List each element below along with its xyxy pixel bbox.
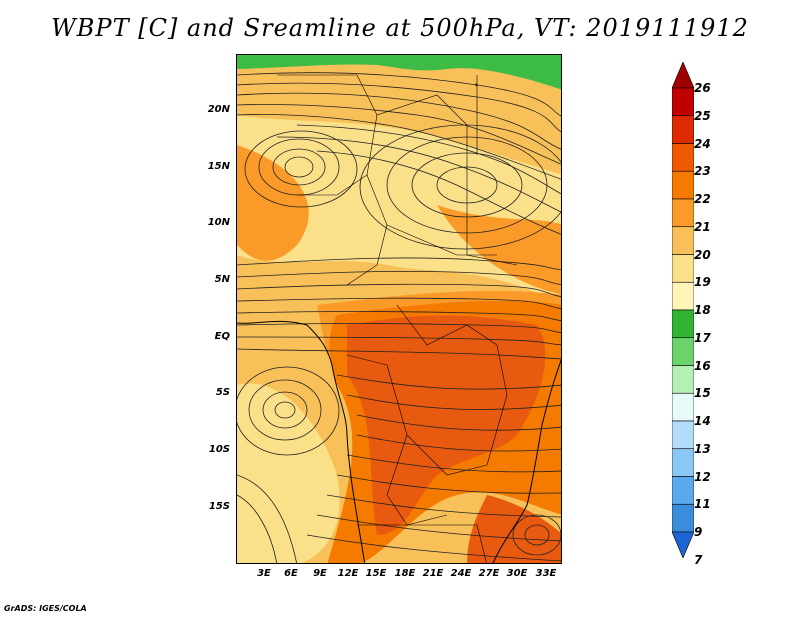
colorbar-label: 23 xyxy=(694,164,711,179)
colorbar-label: 11 xyxy=(694,497,711,512)
colorbar-label: 22 xyxy=(694,192,711,206)
lat-label-5s: 5S xyxy=(215,387,230,398)
colorbar-segment xyxy=(672,254,694,283)
colorbar-label: 24 xyxy=(694,136,711,151)
lat-label-10s: 10S xyxy=(208,444,230,455)
colorbar-label: 26 xyxy=(694,81,711,95)
colorbar xyxy=(672,62,694,558)
colorbar-label: 19 xyxy=(694,275,711,290)
colorbar-label: 15 xyxy=(694,386,711,401)
lat-label-eq: EQ xyxy=(214,331,230,342)
lon-label-3e: 3E xyxy=(257,568,271,579)
colorbar-segment xyxy=(672,448,694,477)
colorbar-label: 14 xyxy=(694,414,711,428)
lon-label-6e: 6E xyxy=(284,568,298,579)
map-title: WBPT [C] and Sreamline at 500hPa, VT: 20… xyxy=(51,14,749,42)
colorbar-label: 25 xyxy=(694,108,711,123)
wbpt-fill-21-east xyxy=(437,205,561,295)
lon-label-27e: 27E xyxy=(478,568,500,579)
wbpt-map-panel xyxy=(236,54,562,564)
colorbar-segment xyxy=(672,392,694,422)
country-borders xyxy=(277,74,518,563)
colorbar-segment xyxy=(672,226,694,255)
colorbar-label: 7 xyxy=(694,552,703,567)
wbpt-fill-19-north xyxy=(237,115,561,305)
colorbar-tip-bottom xyxy=(672,531,694,558)
lon-label-18e: 18E xyxy=(394,568,416,579)
lat-label-20n: 20N xyxy=(207,104,230,115)
colorbar-label: 18 xyxy=(694,303,711,317)
wbpt-fill-21-west xyxy=(237,145,309,261)
colorbar-segment xyxy=(672,337,694,366)
colorbar-label: 20 xyxy=(694,247,711,262)
lat-label-15s: 15S xyxy=(208,501,230,512)
colorbar-segment xyxy=(672,503,694,533)
colorbar-label: 12 xyxy=(694,469,711,484)
colorbar-segment xyxy=(672,115,694,144)
wbpt-fill-17 xyxy=(237,55,561,90)
colorbar-label: 21 xyxy=(694,219,711,234)
lat-label-5n: 5N xyxy=(214,274,230,285)
lat-label-15n: 15N xyxy=(207,161,230,172)
lon-label-30e: 30E xyxy=(506,568,528,579)
lon-label-21e: 21E xyxy=(422,568,444,579)
colorbar-segment xyxy=(672,365,694,394)
colorbar-segment xyxy=(672,309,694,339)
lon-label-15e: 15E xyxy=(365,568,387,579)
colorbar-segment xyxy=(672,87,694,117)
colorbar-label: 9 xyxy=(694,525,703,539)
lon-label-33e: 33E xyxy=(535,568,557,579)
colorbar-segment xyxy=(672,143,694,172)
colorbar-segment xyxy=(672,198,694,228)
colorbar-label: 13 xyxy=(694,441,711,456)
colorbar-segment xyxy=(672,420,694,450)
wbpt-fill-23 xyxy=(347,315,546,535)
lon-label-12e: 12E xyxy=(337,568,359,579)
lon-label-9e: 9E xyxy=(313,568,327,579)
colorbar-label: 17 xyxy=(694,330,711,345)
colorbar-label: 16 xyxy=(694,358,711,373)
colorbar-segment xyxy=(672,281,694,311)
lat-label-10n: 10N xyxy=(207,217,230,228)
map-svg xyxy=(237,55,561,563)
grads-credit: GrADS: IGES/COLA xyxy=(4,604,87,613)
colorbar-segment xyxy=(672,170,694,200)
coastlines xyxy=(237,320,561,563)
colorbar-tip-top xyxy=(672,62,694,89)
lon-label-24e: 24E xyxy=(450,568,472,579)
colorbar-segment xyxy=(672,476,694,505)
